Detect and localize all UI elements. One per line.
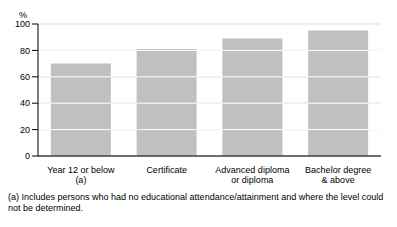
svg-text:%: % (19, 10, 27, 20)
svg-text:Bachelor degree& above: Bachelor degree& above (305, 165, 371, 185)
svg-text:20: 20 (20, 125, 30, 135)
svg-text:Advanced diplomaor diploma: Advanced diplomaor diploma (215, 165, 289, 185)
svg-text:60: 60 (20, 72, 30, 82)
svg-text:80: 80 (20, 46, 30, 56)
svg-text:100: 100 (15, 19, 30, 29)
html-text:(a) Includes persons who had n: (a) Includes persons who had no educatio… (8, 192, 384, 213)
svg-text:Certificate: Certificate (146, 165, 187, 175)
svg-text:Year 12 or below(a): Year 12 or below(a) (47, 165, 115, 185)
svg-text:40: 40 (20, 98, 30, 108)
svg-text:0: 0 (25, 151, 30, 161)
